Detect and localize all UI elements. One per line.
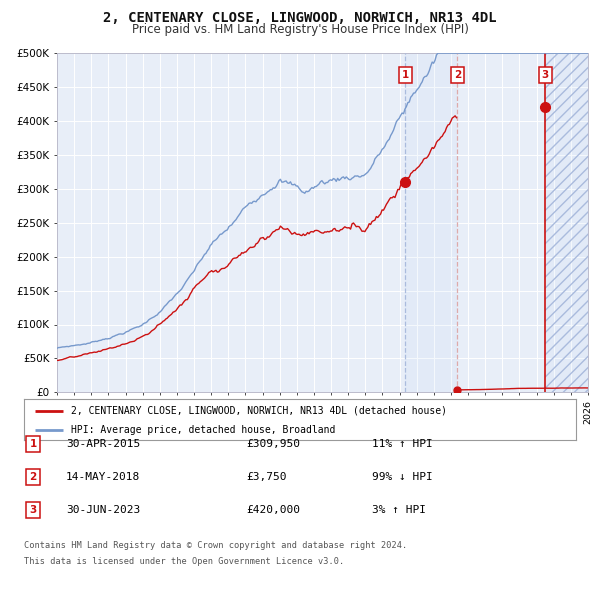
Text: 99% ↓ HPI: 99% ↓ HPI bbox=[372, 472, 433, 481]
Text: 1: 1 bbox=[401, 70, 409, 80]
Text: This data is licensed under the Open Government Licence v3.0.: This data is licensed under the Open Gov… bbox=[24, 557, 344, 566]
Bar bbox=[405, 53, 457, 392]
Bar bbox=[545, 53, 588, 392]
Text: 3: 3 bbox=[29, 505, 37, 514]
Text: Price paid vs. HM Land Registry's House Price Index (HPI): Price paid vs. HM Land Registry's House … bbox=[131, 23, 469, 36]
Text: 30-APR-2015: 30-APR-2015 bbox=[66, 439, 140, 448]
Text: 2, CENTENARY CLOSE, LINGWOOD, NORWICH, NR13 4DL (detached house): 2, CENTENARY CLOSE, LINGWOOD, NORWICH, N… bbox=[71, 406, 447, 416]
Text: 11% ↑ HPI: 11% ↑ HPI bbox=[372, 439, 433, 448]
Text: £309,950: £309,950 bbox=[246, 439, 300, 448]
Text: £420,000: £420,000 bbox=[246, 505, 300, 514]
Text: 14-MAY-2018: 14-MAY-2018 bbox=[66, 472, 140, 481]
Text: 2: 2 bbox=[29, 472, 37, 481]
Text: 3% ↑ HPI: 3% ↑ HPI bbox=[372, 505, 426, 514]
Text: 30-JUN-2023: 30-JUN-2023 bbox=[66, 505, 140, 514]
Bar bbox=[545, 53, 588, 392]
Text: 1: 1 bbox=[29, 439, 37, 448]
Text: 2: 2 bbox=[454, 70, 461, 80]
Text: 3: 3 bbox=[542, 70, 549, 80]
Text: £3,750: £3,750 bbox=[246, 472, 287, 481]
Text: 2, CENTENARY CLOSE, LINGWOOD, NORWICH, NR13 4DL: 2, CENTENARY CLOSE, LINGWOOD, NORWICH, N… bbox=[103, 11, 497, 25]
Text: Contains HM Land Registry data © Crown copyright and database right 2024.: Contains HM Land Registry data © Crown c… bbox=[24, 541, 407, 550]
Text: HPI: Average price, detached house, Broadland: HPI: Average price, detached house, Broa… bbox=[71, 425, 335, 434]
